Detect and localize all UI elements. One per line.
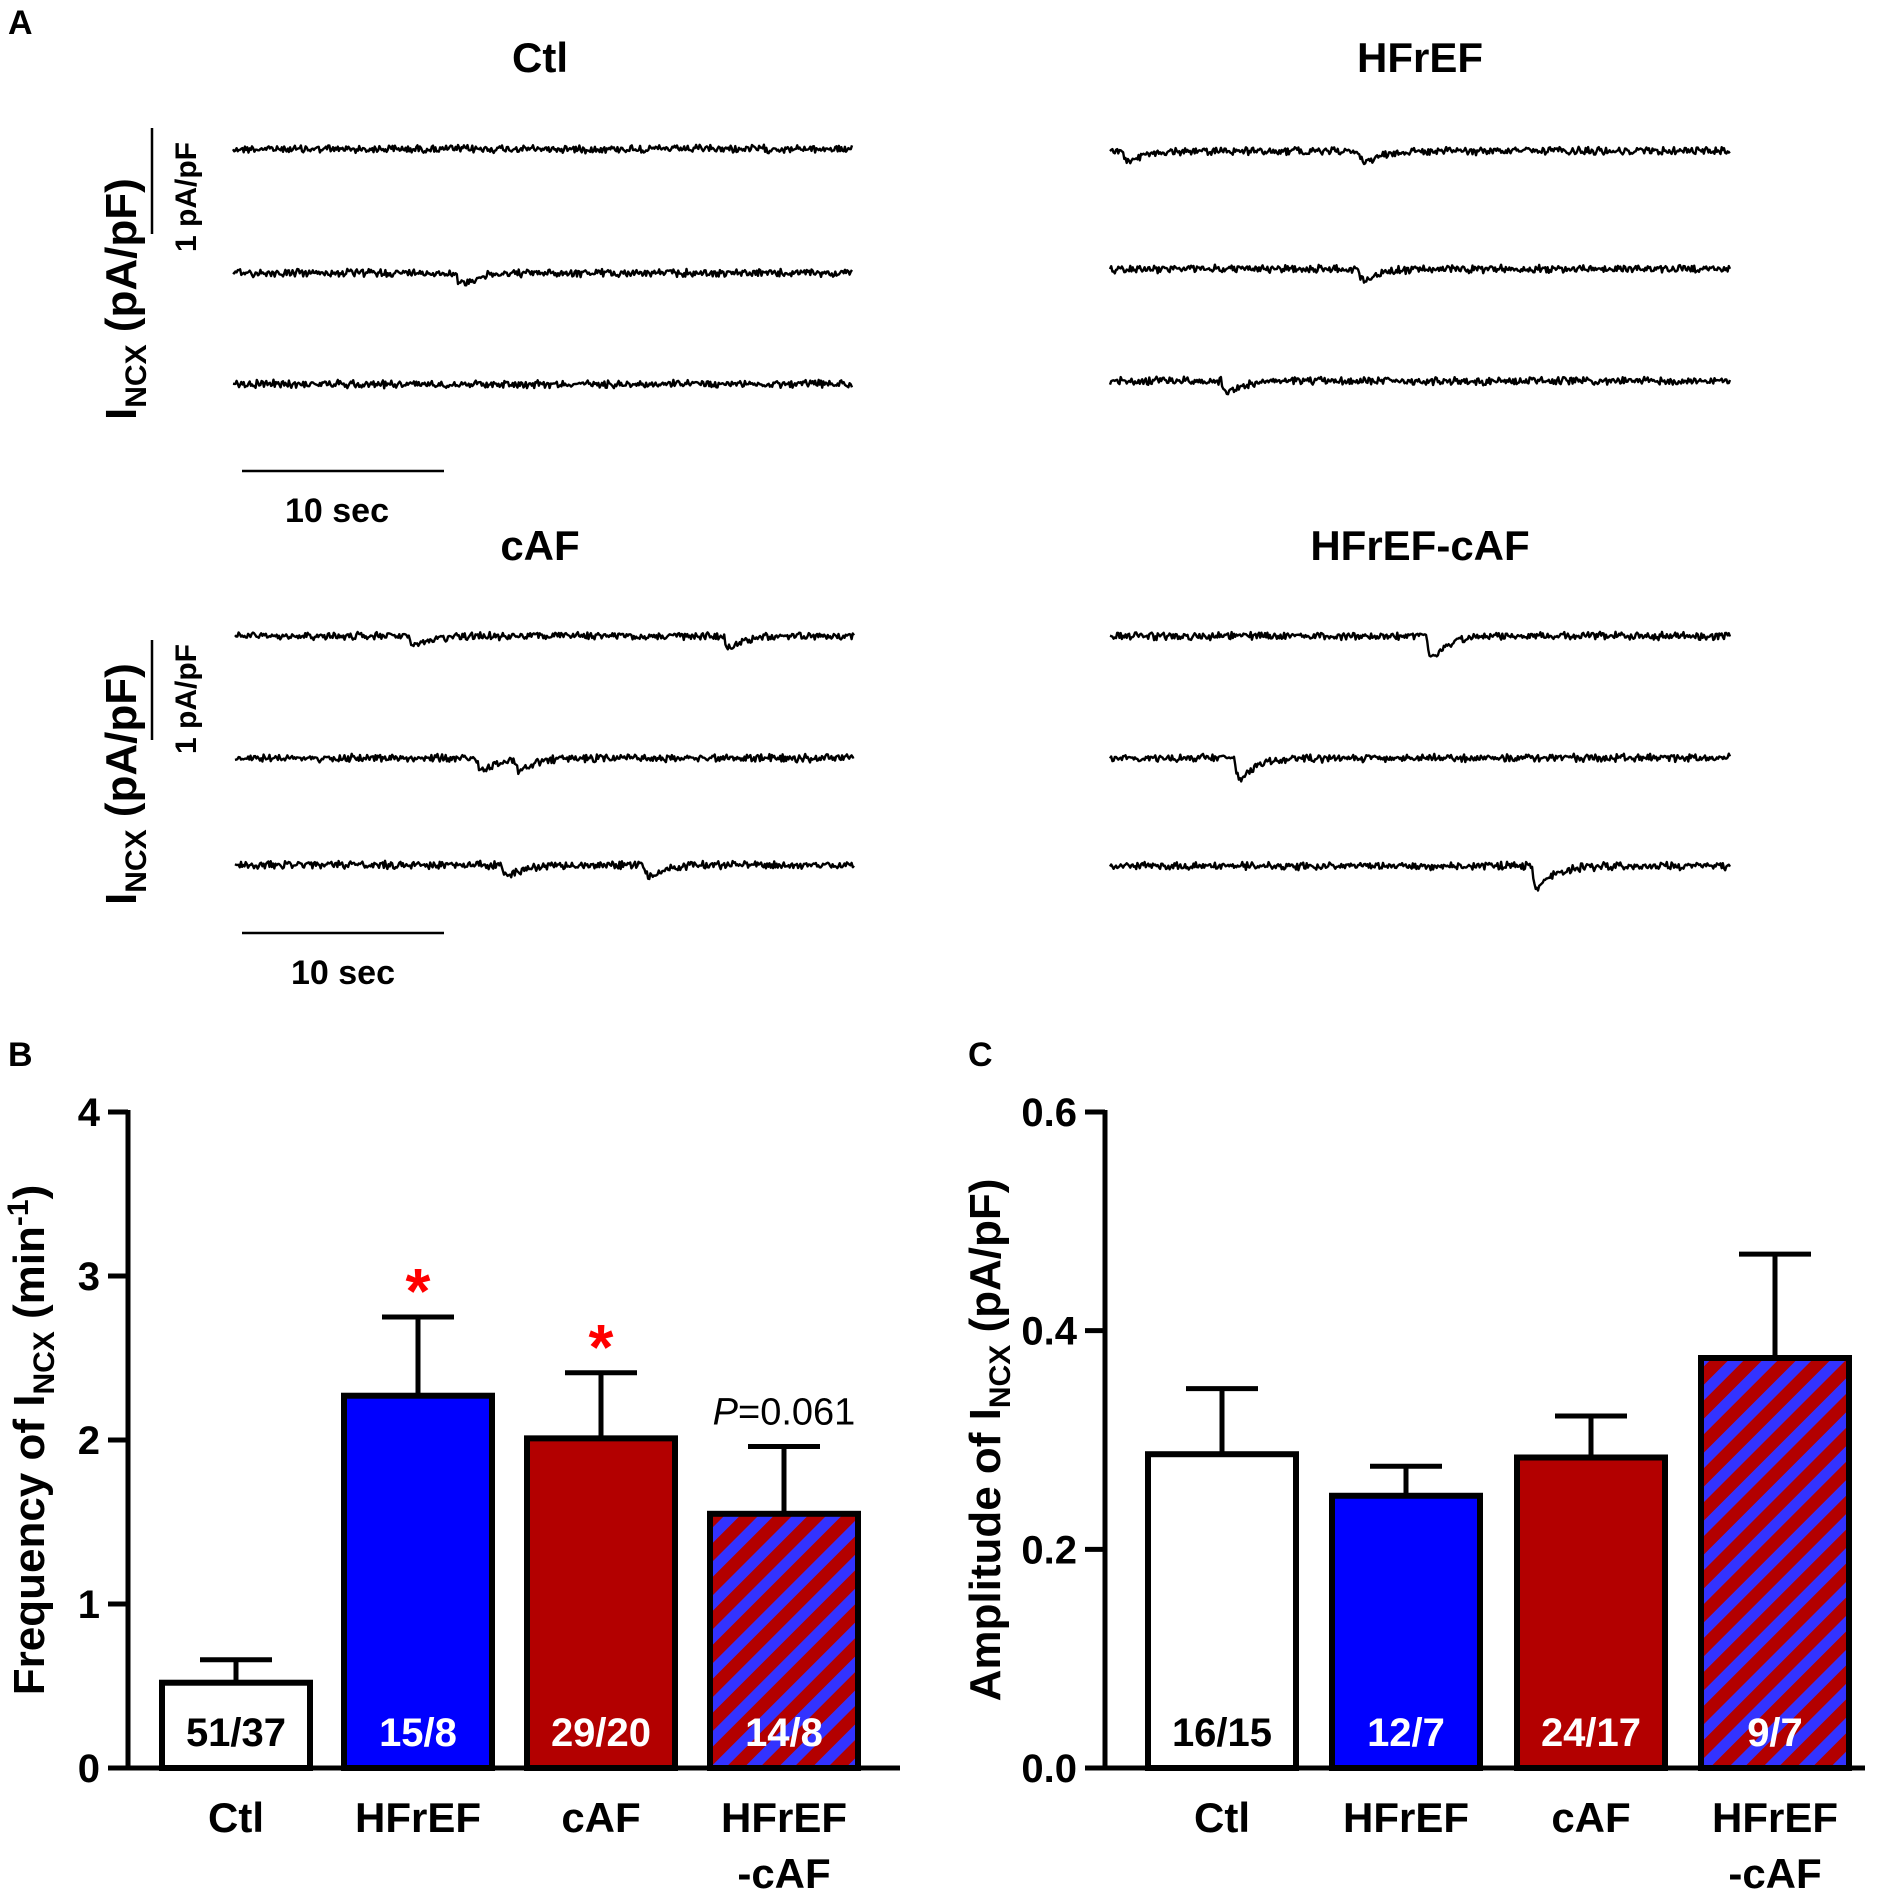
panel-label-c: C: [968, 1036, 993, 1074]
y-tick-label: 1: [78, 1583, 100, 1627]
x-tick-label: Ctl: [1194, 1794, 1250, 1841]
panel-a-traces: Ctl HFrEF cAF HFrEF-cAF INCX (pA/pF) INC…: [97, 34, 1732, 992]
trace-hfref-caf-2: [1108, 752, 1732, 783]
y-tick-label: 0.2: [1021, 1528, 1077, 1572]
y-tick-label: 2: [78, 1419, 100, 1463]
trace-title-ctl: Ctl: [512, 34, 568, 81]
y-tick-label: 3: [78, 1255, 100, 1299]
trace-hfref-2: [1108, 263, 1732, 284]
x-tick-label: cAF: [1551, 1794, 1630, 1841]
bar-hfref-caf: [1698, 1355, 1852, 1771]
y-tick-label: 0.4: [1021, 1310, 1077, 1354]
bar-caf: [1514, 1454, 1668, 1771]
x-tick-label: HFrEF: [721, 1794, 847, 1841]
trace-ctl-1: [231, 143, 854, 155]
trace-hfref-caf-3: [1108, 860, 1732, 892]
y-axis-label: Amplitude of INCX (pA/pF): [961, 1179, 1017, 1702]
y-tick-label: 4: [78, 1091, 101, 1135]
bar-n-label: 14/8: [745, 1711, 823, 1755]
trace-ctl-3: [232, 378, 854, 390]
bar-ctl: [159, 1679, 313, 1771]
scale-label-vertical-bottom: 1 pA/pF: [170, 644, 203, 754]
trace-hfref-1: [1109, 145, 1731, 166]
trace-caf-3: [234, 859, 855, 881]
trace-caf-2: [234, 752, 855, 776]
trace-ylabel-bottom: INCX (pA/pF): [97, 663, 153, 905]
bar-n-label: 24/17: [1541, 1711, 1641, 1755]
y-tick-label: 0.6: [1021, 1091, 1077, 1135]
bar-n-label: 16/15: [1172, 1711, 1272, 1755]
bar-hfref: [1329, 1492, 1483, 1771]
trace-title-hfref-caf: HFrEF-cAF: [1310, 522, 1529, 569]
panel-label-b: B: [8, 1036, 33, 1074]
trace-ctl-2: [232, 267, 853, 287]
bar-hfref-caf: [707, 1510, 861, 1772]
bar-n-label: 9/7: [1747, 1711, 1803, 1755]
trace-hfref-caf-1: [1109, 630, 1732, 658]
bar-n-label: 29/20: [551, 1711, 651, 1755]
trace-title-hfref: HFrEF: [1357, 34, 1483, 81]
x-tick-label: -cAF: [737, 1850, 830, 1895]
bar-ctl: [1145, 1451, 1299, 1772]
x-tick-label: HFrEF: [1343, 1794, 1469, 1841]
scale-label-vertical-top: 1 pA/pF: [170, 142, 203, 252]
x-tick-label: HFrEF: [355, 1794, 481, 1841]
scale-label-horizontal-bottom: 10 sec: [291, 954, 395, 992]
x-tick-label: -cAF: [1728, 1850, 1821, 1895]
trace-ylabel-top: INCX (pA/pF): [97, 178, 153, 420]
trace-caf-1: [234, 630, 855, 651]
trace-hfref-3: [1108, 375, 1732, 396]
bar-caf: [524, 1435, 678, 1771]
y-tick-label: 0: [78, 1747, 100, 1791]
bar-n-label: 51/37: [186, 1711, 286, 1755]
chart-frequency: 0 1 2 3 4 Frequency of INCX (min-1) 51/37 Ctl 15…: [2, 1091, 900, 1895]
bar-n-label: 15/8: [379, 1711, 457, 1755]
significance-star: *: [406, 1255, 431, 1327]
bar-n-label: 12/7: [1367, 1711, 1445, 1755]
significance-star: *: [589, 1311, 614, 1383]
y-axis-label: Frequency of INCX (min-1): [2, 1185, 61, 1696]
x-tick-label: cAF: [561, 1794, 640, 1841]
bar-hfref: [341, 1392, 495, 1771]
x-tick-label: HFrEF: [1712, 1794, 1838, 1841]
panel-label-a: A: [8, 4, 33, 42]
x-tick-label: Ctl: [208, 1794, 264, 1841]
trace-title-caf: cAF: [500, 522, 579, 569]
scale-label-horizontal-top: 10 sec: [285, 492, 389, 530]
y-tick-label: 0.0: [1021, 1747, 1077, 1791]
p-value-annotation: P=0.061: [713, 1392, 856, 1434]
